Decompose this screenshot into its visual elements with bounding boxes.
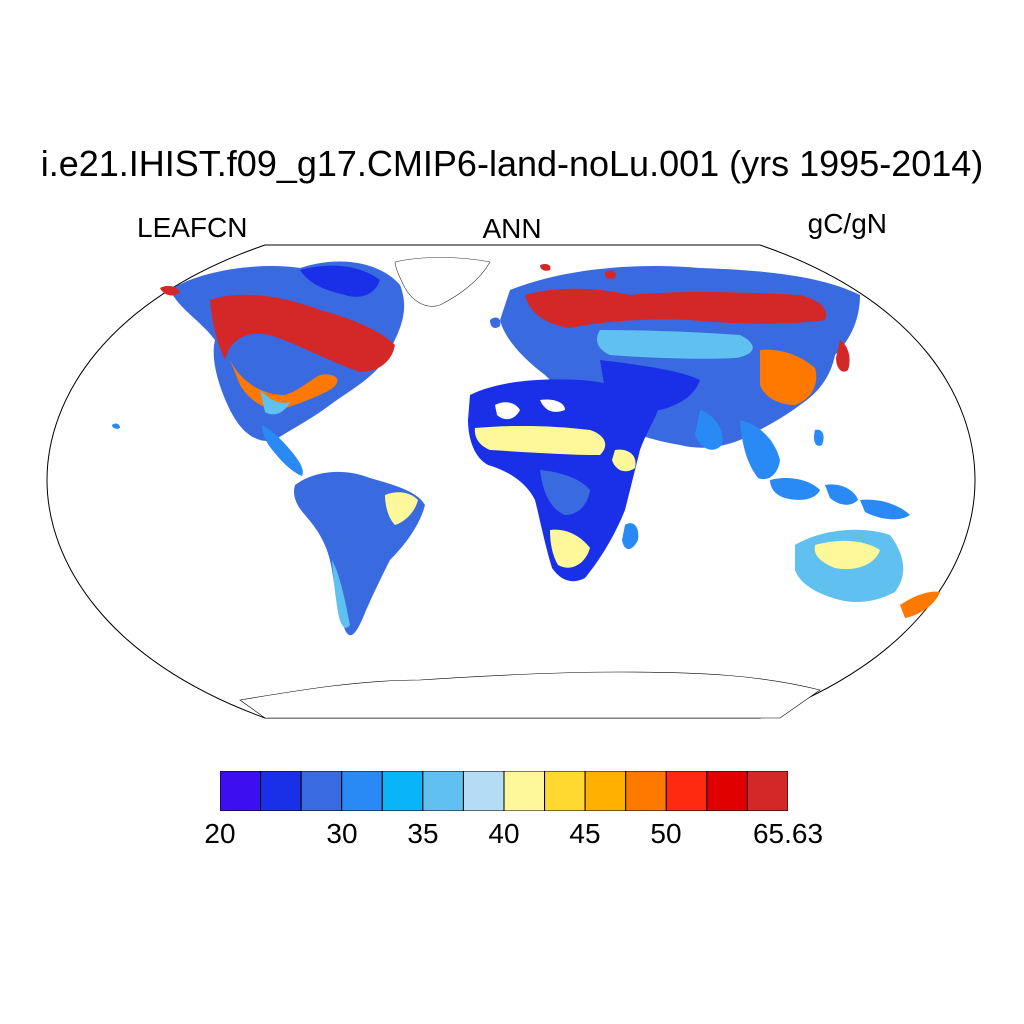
south-america [294, 471, 425, 636]
colorbar-swatch-1 [260, 771, 302, 811]
central-america [262, 425, 303, 476]
colorbar [220, 771, 788, 811]
colorbar-swatch-2 [300, 771, 343, 811]
colorbar-swatch-13 [746, 771, 788, 811]
colorbar-swatch-9 [584, 771, 627, 811]
colorbar-swatch-3 [341, 771, 383, 811]
colorbar-label-20: 20 [204, 818, 236, 849]
map-title: i.e21.IHIST.f09_g17.CMIP6-land-noLu.001 … [40, 143, 984, 184]
units-label: gC/gN [807, 208, 887, 239]
north-america [112, 261, 405, 441]
antarctica [239, 671, 821, 719]
colorbar-swatch-11 [665, 771, 708, 811]
variable-label: LEAFCN [137, 212, 248, 243]
season-label: ANN [482, 213, 542, 244]
maritime-asia [770, 429, 910, 520]
australia [795, 529, 940, 618]
colorbar-label-40: 40 [488, 818, 520, 849]
colorbar-label-max: 65.63 [752, 818, 824, 849]
africa [468, 379, 660, 582]
colorbar-swatch-4 [381, 771, 424, 811]
colorbar-label-50: 50 [650, 818, 682, 849]
colorbar-swatch-6 [462, 771, 505, 811]
colorbar-swatch-12 [706, 771, 748, 811]
colorbar-swatch-10 [625, 771, 667, 811]
greenland [394, 257, 491, 307]
colorbar-label-45: 45 [569, 818, 601, 849]
colorbar-swatch-0 [220, 771, 262, 811]
colorbar-swatch-8 [544, 771, 586, 811]
colorbar-label-35: 35 [407, 818, 439, 849]
colorbar-label-30: 30 [326, 818, 358, 849]
colorbar-swatch-5 [422, 771, 464, 811]
colorbar-swatch-7 [503, 771, 546, 811]
